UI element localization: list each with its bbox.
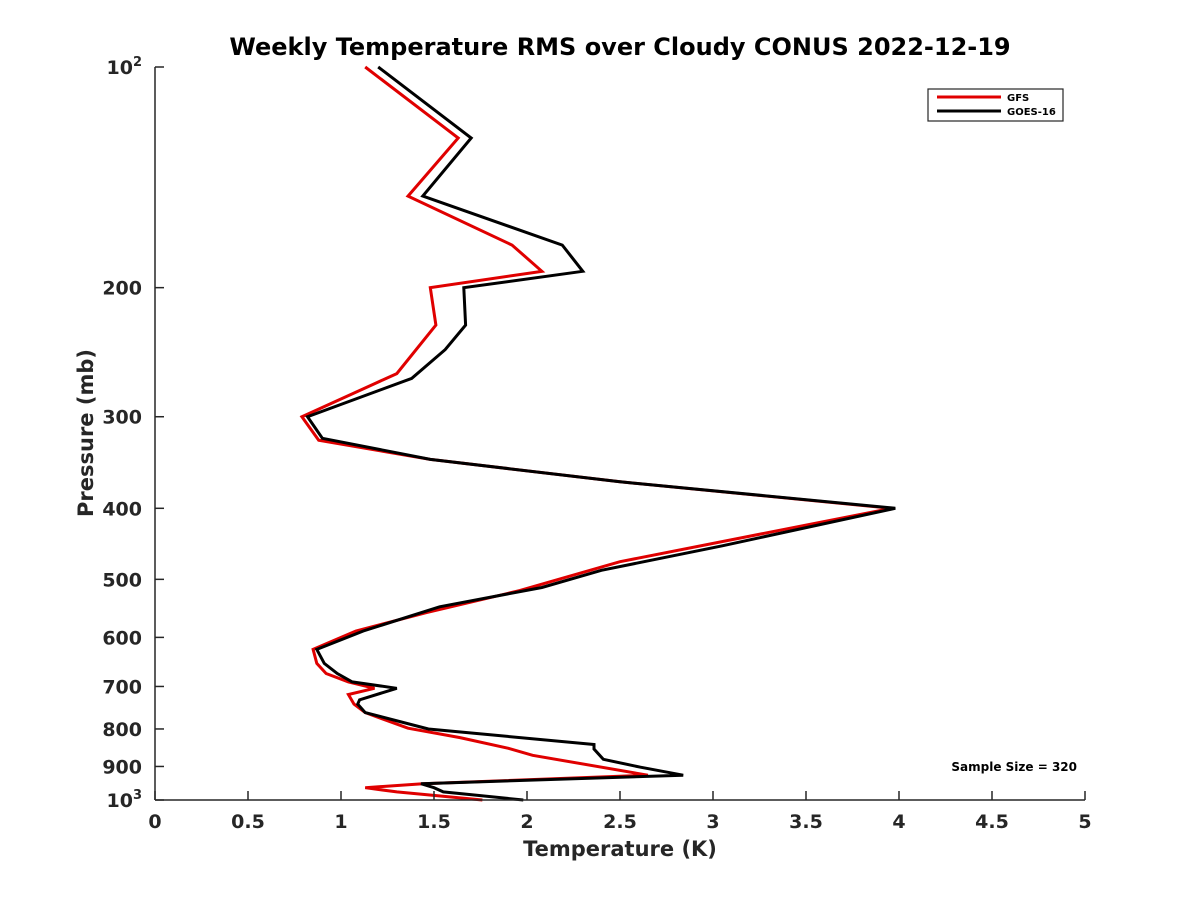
y-ticks: 102 200 300 400 500 600 700 800 900 103 bbox=[102, 55, 164, 812]
y-tick-label: 800 bbox=[102, 719, 142, 741]
y-tick-label: 700 bbox=[102, 676, 142, 698]
x-tick-label: 2.5 bbox=[603, 811, 637, 833]
y-tick-label: 102 bbox=[107, 55, 143, 79]
y-axis-label: Pressure (mb) bbox=[74, 349, 98, 517]
x-tick-label: 3.5 bbox=[789, 811, 823, 833]
x-ticks: 0 0.5 1 1.5 2 2.5 3 3.5 4 4.5 5 bbox=[148, 791, 1092, 833]
x-tick-label: 3 bbox=[706, 811, 719, 833]
plot-area bbox=[155, 67, 1085, 800]
x-tick-label: 0.5 bbox=[231, 811, 265, 833]
x-tick-label: 2 bbox=[520, 811, 533, 833]
x-tick-label: 1.5 bbox=[417, 811, 451, 833]
y-tick-label: 500 bbox=[102, 569, 142, 591]
y-tick-label: 103 bbox=[107, 788, 143, 812]
series-line-goes16 bbox=[305, 65, 896, 802]
sample-size-annotation: Sample Size = 320 bbox=[951, 760, 1077, 774]
x-axis-label: Temperature (K) bbox=[523, 837, 717, 861]
y-tick-label: 200 bbox=[102, 278, 142, 300]
y-tick-label: 600 bbox=[102, 627, 142, 649]
legend-label-gfs: GFS bbox=[1007, 93, 1029, 104]
x-tick-label: 5 bbox=[1078, 811, 1091, 833]
x-tick-label: 4.5 bbox=[975, 811, 1009, 833]
chart-title: Weekly Temperature RMS over Cloudy CONUS… bbox=[229, 33, 1010, 61]
series-layer bbox=[299, 65, 896, 802]
y-tick-label: 900 bbox=[102, 756, 142, 778]
legend-box bbox=[927, 88, 1064, 122]
x-tick-label: 0 bbox=[148, 811, 161, 833]
series-line-gfs bbox=[299, 65, 892, 802]
x-tick-label: 1 bbox=[334, 811, 347, 833]
legend: GFS GOES-16 bbox=[927, 88, 1064, 122]
x-tick-label: 4 bbox=[892, 811, 905, 833]
y-tick-label: 400 bbox=[102, 498, 142, 520]
legend-label-goes16: GOES-16 bbox=[1007, 107, 1056, 118]
y-tick-label: 300 bbox=[102, 407, 142, 429]
